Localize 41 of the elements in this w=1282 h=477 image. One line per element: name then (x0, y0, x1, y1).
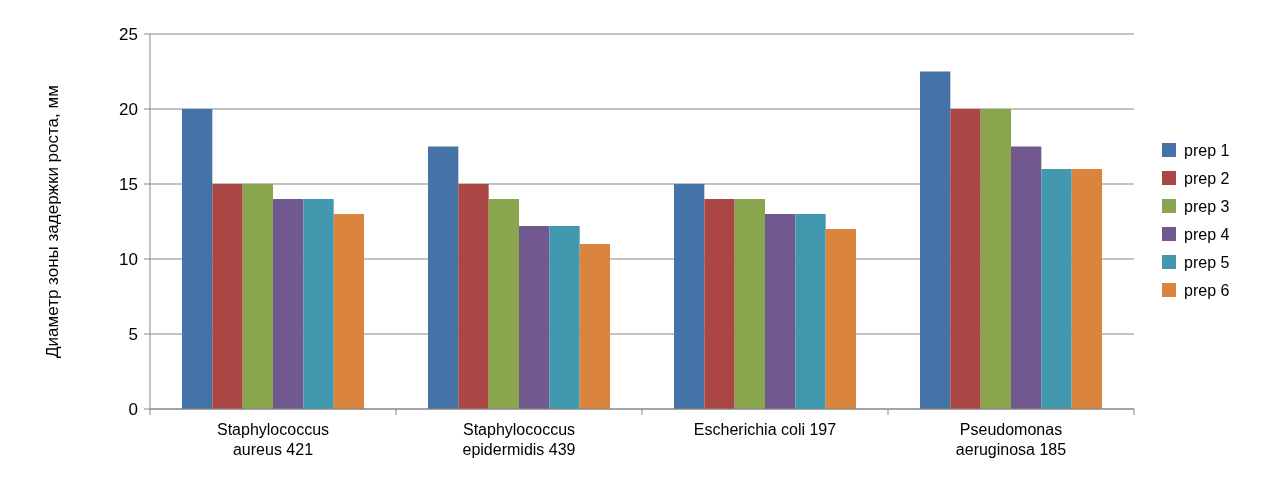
bar (673, 184, 705, 409)
bar (242, 184, 273, 409)
bar (825, 229, 857, 409)
bar (488, 199, 519, 409)
x-tick-label: Staphylococcus aureus 421 (216, 421, 330, 458)
bar (980, 109, 1011, 409)
bar (1071, 169, 1103, 409)
bar (427, 146, 459, 409)
y-tick-label: 5 (128, 324, 138, 344)
bar (212, 184, 243, 409)
bar (919, 71, 951, 409)
bar (458, 184, 489, 409)
y-tick-label: 0 (128, 399, 138, 419)
y-tick-label: 25 (119, 24, 138, 44)
legend-label: prep 1 (1184, 141, 1230, 159)
bar (549, 226, 580, 409)
x-tick-label: Staphylococcus epidermidis 439 (462, 421, 576, 458)
x-tick-label: Escherichia coli 197 (693, 421, 837, 438)
bar (333, 214, 365, 409)
legend-label: prep 3 (1184, 197, 1230, 215)
y-tick-label: 10 (119, 249, 138, 269)
bar (1041, 169, 1072, 409)
bar (734, 199, 765, 409)
bar (303, 199, 334, 409)
bar (579, 244, 611, 409)
bar (181, 109, 213, 409)
legend-label: prep 2 (1184, 169, 1230, 187)
legend-label: prep 4 (1184, 225, 1230, 243)
bar (704, 199, 735, 409)
x-tick-label: Pseudomonas aeruginosa 185 (955, 421, 1067, 458)
bar (950, 109, 981, 409)
y-axis-title: Диаметр зоны задержки роста, мм (43, 85, 62, 358)
bar (795, 214, 826, 409)
legend-label: prep 6 (1184, 281, 1230, 299)
bar (273, 199, 304, 409)
bar (765, 214, 796, 409)
bar (519, 226, 550, 409)
legend-label: prep 5 (1184, 253, 1230, 271)
bar (1011, 146, 1042, 409)
y-tick-label: 15 (119, 174, 138, 194)
y-tick-label: 20 (119, 99, 138, 119)
